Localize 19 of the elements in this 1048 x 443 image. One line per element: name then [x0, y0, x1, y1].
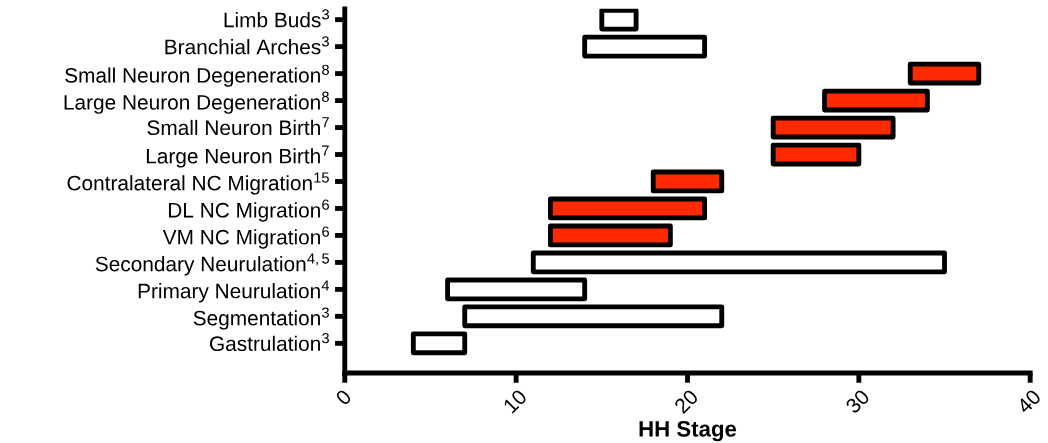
- y-tick-label: Branchial Arches$^{3}$: [165, 36, 329, 55]
- x-tick-label: 30: [844, 388, 871, 415]
- x-tick-label: 0: [334, 388, 353, 407]
- y-tick-label: Large Neuron Birth$^{7}$: [146, 145, 329, 168]
- y-tick-label: Small Neuron Degeneration$^{8}$: [65, 64, 329, 87]
- x-tick-label: 20: [673, 388, 700, 415]
- y-tick-label: VM NC Migration$^{6}$: [162, 226, 329, 249]
- y-tick-label: Contralateral NC Migration$^{15}$: [67, 172, 329, 195]
- y-tick-label: Segmentation$^{3}$: [193, 307, 329, 330]
- y-tick-label: Primary Neurulation$^{4}$: [138, 280, 330, 303]
- x-tick-label: 40: [1015, 388, 1042, 415]
- y-tick-label: Limb Buds$^{3}$: [224, 9, 330, 28]
- y-tick-label: DL NC Migration$^{6}$: [169, 199, 329, 222]
- x-tick-label: 10: [502, 388, 528, 414]
- y-tick-label: Secondary Neurulation$^{4,5}$: [95, 253, 330, 276]
- y-tick-label: Small Neuron Birth$^{7}$: [147, 117, 329, 136]
- y-tick-label: Gastrulation$^{3}$: [210, 332, 329, 352]
- y-tick-label: Large Neuron Degeneration$^{8}$: [64, 91, 329, 114]
- x-axis-title: HH Stage: [639, 420, 737, 442]
